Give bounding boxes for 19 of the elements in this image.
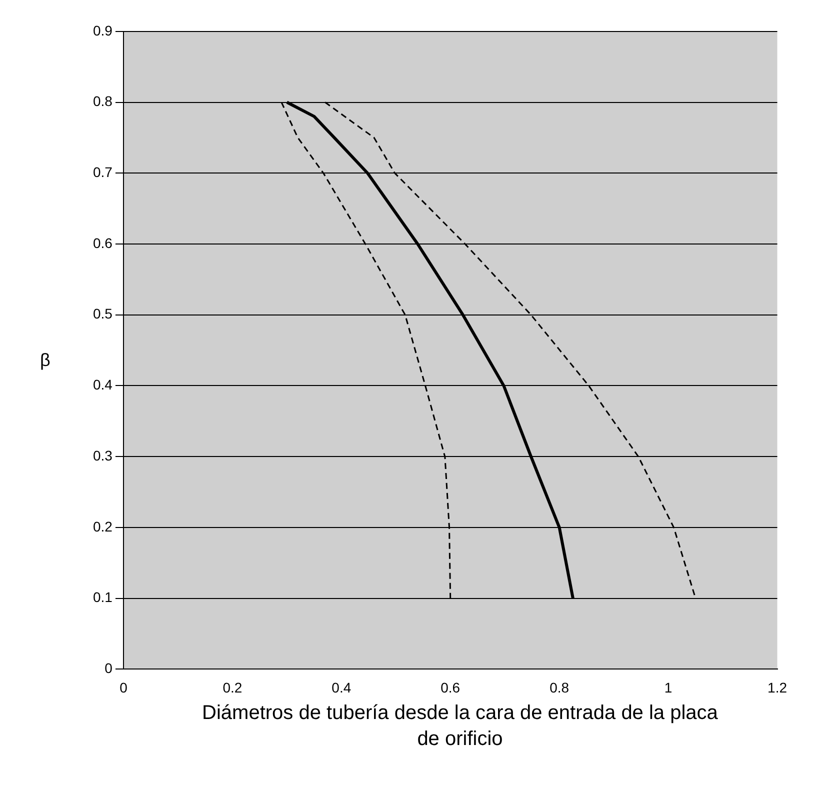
y-axis-title: β xyxy=(40,350,50,371)
y-tick-label: 0.7 xyxy=(92,164,113,180)
y-tick-label: 0 xyxy=(104,660,113,676)
y-tick-label: 0.4 xyxy=(92,376,113,393)
y-tick-label: 0.6 xyxy=(92,234,113,251)
y-tick-label: 0.2 xyxy=(92,518,113,534)
x-tick-label: 1 xyxy=(664,679,672,696)
x-tick-label: 0.8 xyxy=(550,679,570,696)
y-tick-label: 0.5 xyxy=(92,306,113,322)
y-tick-label: 0.3 xyxy=(92,447,113,464)
y-tick-label: 0.8 xyxy=(92,93,113,110)
x-axis-title: Diámetros de tubería desde la cara de entrada de la placa de orificio xyxy=(201,701,719,752)
y-tick-label: 0.9 xyxy=(92,22,113,38)
y-tick-label: 0.1 xyxy=(92,589,113,606)
x-tick-label: 0 xyxy=(120,679,128,696)
x-tick-label: 0.6 xyxy=(440,679,460,696)
x-tick-label: 1.2 xyxy=(768,679,788,696)
x-tick-label: 0.4 xyxy=(332,679,352,696)
x-tick-label: 0.2 xyxy=(222,679,242,696)
